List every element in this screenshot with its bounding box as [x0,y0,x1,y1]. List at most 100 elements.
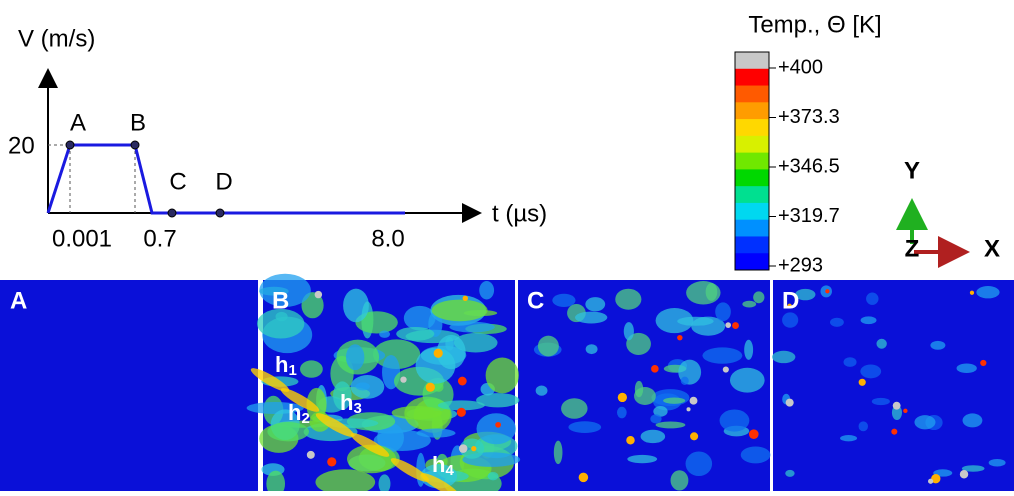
hot-spot [578,472,589,483]
field-blob [300,360,323,378]
hot-spot [931,474,941,484]
point [65,140,75,150]
field-blob [956,363,977,373]
colorbar-frame [734,51,770,271]
field-blob [829,317,844,327]
field-blob [343,288,369,323]
hot-spot [748,429,759,439]
hot-spot [425,382,435,392]
colorbar-label: +293 [778,254,823,276]
hot-spot [980,359,987,367]
field-blob [552,293,576,307]
field-blob [391,406,442,420]
color-segment [735,253,769,271]
field-blob [267,421,309,442]
hot-spot [400,376,407,383]
hot-spot [456,407,466,417]
color-segment [735,135,769,154]
field-blob [860,364,882,379]
hot-spot [903,408,908,414]
hot-spot [785,398,794,407]
hot-spot [495,421,501,428]
field-blob [655,421,686,429]
field-blob [876,338,887,349]
field-blob [988,458,1006,467]
panel [0,280,258,491]
field-blob [670,470,689,491]
field-blob [379,330,391,338]
field-blob [655,308,694,334]
color-segment [735,102,769,120]
field-blob [858,421,868,432]
colorbar: Temp., Θ [K] +400 +373.3 +346.5 +319.7 +293 [734,11,882,276]
field-blob [795,288,816,301]
field-blob [431,299,488,322]
field-blob [306,387,327,422]
field-blob [740,446,771,464]
axes-triad: Y Z X [896,157,1000,268]
y-label: V (m/s) [18,25,95,52]
hot-spot [686,407,691,412]
hotspot-label: h1 [275,352,297,379]
letter: h [340,390,353,415]
field-blob [914,415,936,430]
field-blob [866,292,879,305]
field-blob [782,312,799,328]
field-blob [719,409,750,432]
color-segment [735,152,769,170]
hot-spot [462,295,468,301]
letter: h [432,452,445,477]
index: 4 [445,462,454,479]
field-blob [860,316,877,325]
panel-label: B [272,287,289,314]
index: 2 [301,410,309,427]
field-blob [476,413,516,445]
field-blob [663,397,686,404]
field-blob [627,454,658,464]
field-blob [378,474,391,494]
field-blob [626,332,651,355]
hot-spot [690,432,699,441]
field-blob [685,451,713,477]
field-blob [485,357,519,394]
field-blob [961,465,985,472]
field-blob [416,428,456,438]
hotspot-label: h4 [432,452,454,479]
field-blob [871,397,890,406]
hot-spot [732,322,739,329]
hot-spot [314,290,323,299]
hot-band [350,433,390,457]
field-blob [585,297,606,312]
hotspot-label: h2 [288,400,310,427]
field-blob [437,400,485,411]
colorbar-label: +400 [778,56,823,78]
y-tick: 20 [8,132,35,159]
colorbar-label: +319.7 [778,205,840,227]
x-label: t (µs) [492,200,547,227]
velocity-plot: V (m/s) t (µs) 20 0.001 0.7 8.0 A B C D [8,25,547,252]
hot-spot [928,478,934,484]
color-segment [735,236,769,254]
field-blob [742,300,757,308]
point [215,208,225,218]
panel-label: D [782,287,799,314]
field-blob [623,322,634,341]
field-blob [772,350,796,364]
field-blob [976,286,1000,299]
field-blob [843,357,857,367]
hot-band [315,413,355,437]
panel-labels: A B C D h1 h2 h3 h4 [10,287,799,479]
field-blob [617,406,627,419]
hot-spot [471,445,477,452]
field-blob [729,367,765,393]
field-blob [640,429,666,444]
field-blob [553,440,563,465]
hotspot-label: h3 [340,390,362,417]
field-blob [680,376,689,386]
hot-spot [969,290,975,295]
field-blob [653,406,668,417]
field-blob [257,308,305,339]
hot-spot [689,396,698,405]
x-tick: 8.0 [371,225,404,252]
